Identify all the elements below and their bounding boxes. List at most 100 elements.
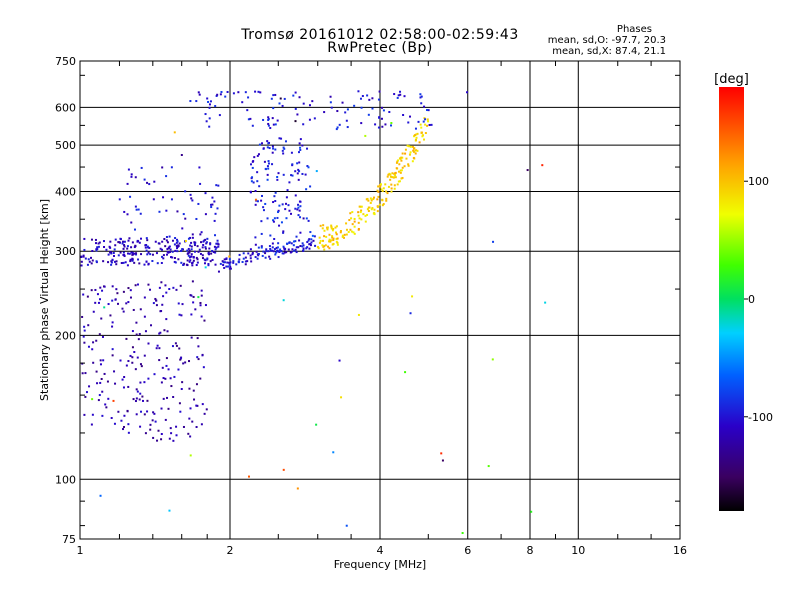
plot-frame xyxy=(79,60,681,540)
data-point xyxy=(428,123,431,126)
data-point xyxy=(99,381,102,384)
data-point xyxy=(294,194,297,197)
data-point xyxy=(360,106,363,109)
data-point xyxy=(307,166,310,169)
data-point xyxy=(126,245,129,248)
data-point xyxy=(194,250,197,253)
data-point xyxy=(194,308,197,311)
data-point xyxy=(157,429,160,432)
data-point xyxy=(318,241,321,244)
data-point xyxy=(331,235,334,238)
data-point xyxy=(122,261,125,264)
data-point xyxy=(113,370,116,373)
data-point xyxy=(321,239,324,242)
data-point xyxy=(316,245,319,248)
data-point xyxy=(149,423,152,426)
data-point xyxy=(97,301,100,304)
data-point xyxy=(88,385,91,388)
data-point xyxy=(283,147,286,150)
data-point xyxy=(277,172,280,175)
data-point xyxy=(156,439,159,442)
data-point xyxy=(301,172,304,175)
data-point xyxy=(273,217,276,220)
data-point xyxy=(117,254,120,257)
data-point xyxy=(263,160,266,163)
data-point xyxy=(332,242,335,245)
data-point xyxy=(133,228,136,231)
data-point xyxy=(298,142,301,145)
data-point xyxy=(222,264,225,267)
data-point xyxy=(254,198,257,201)
data-point xyxy=(203,262,206,265)
data-point xyxy=(262,250,265,253)
data-point xyxy=(135,413,138,416)
data-point xyxy=(204,192,207,195)
data-point xyxy=(251,251,254,254)
data-point xyxy=(249,163,252,166)
data-point xyxy=(235,263,238,266)
data-point xyxy=(297,203,300,206)
data-point xyxy=(135,388,138,391)
data-point xyxy=(271,242,274,245)
data-point xyxy=(273,195,276,198)
data-point xyxy=(199,377,202,380)
data-point xyxy=(108,245,111,248)
data-point xyxy=(272,123,275,126)
data-point xyxy=(139,308,142,311)
grid-lines xyxy=(80,61,680,539)
data-point xyxy=(308,104,311,107)
data-point xyxy=(291,163,294,166)
data-point xyxy=(161,255,164,258)
data-point xyxy=(126,409,129,412)
data-point xyxy=(202,243,205,246)
data-point xyxy=(131,330,134,333)
data-point xyxy=(397,94,400,97)
data-point xyxy=(225,265,228,268)
data-point xyxy=(203,412,206,415)
data-point xyxy=(272,250,275,253)
data-point xyxy=(98,333,101,336)
data-point xyxy=(129,258,132,261)
data-point xyxy=(152,411,155,414)
data-point xyxy=(339,231,342,234)
data-point xyxy=(117,410,120,413)
data-point xyxy=(131,251,134,254)
colorbar: [deg] 100 0 -100 xyxy=(714,72,773,511)
data-point xyxy=(415,138,418,141)
x-tick-label: 4 xyxy=(377,544,384,557)
data-point xyxy=(343,233,346,236)
data-point xyxy=(265,248,268,251)
data-point xyxy=(420,95,423,98)
data-point xyxy=(146,399,149,402)
data-point xyxy=(257,90,260,93)
data-point xyxy=(371,97,374,100)
data-point xyxy=(541,164,544,167)
data-point xyxy=(199,182,202,185)
data-point xyxy=(395,161,398,164)
data-point xyxy=(131,241,134,244)
data-point xyxy=(301,245,304,248)
data-point xyxy=(192,389,195,392)
data-point xyxy=(232,261,235,264)
data-point xyxy=(165,291,168,294)
data-point xyxy=(290,212,293,215)
data-point xyxy=(237,91,240,94)
data-point xyxy=(272,201,275,204)
data-point xyxy=(411,145,414,148)
data-point xyxy=(336,110,339,113)
data-point xyxy=(213,245,216,248)
data-point xyxy=(424,118,427,121)
data-point xyxy=(366,213,369,216)
data-point xyxy=(323,235,326,238)
data-point xyxy=(378,203,381,206)
data-point xyxy=(118,198,121,201)
data-point xyxy=(102,260,105,263)
data-point xyxy=(169,248,172,251)
data-point xyxy=(323,229,326,232)
data-point xyxy=(398,157,401,160)
data-point xyxy=(205,120,208,123)
data-point xyxy=(267,118,270,121)
data-point xyxy=(278,102,281,105)
data-point xyxy=(181,381,184,384)
data-point xyxy=(257,254,260,257)
